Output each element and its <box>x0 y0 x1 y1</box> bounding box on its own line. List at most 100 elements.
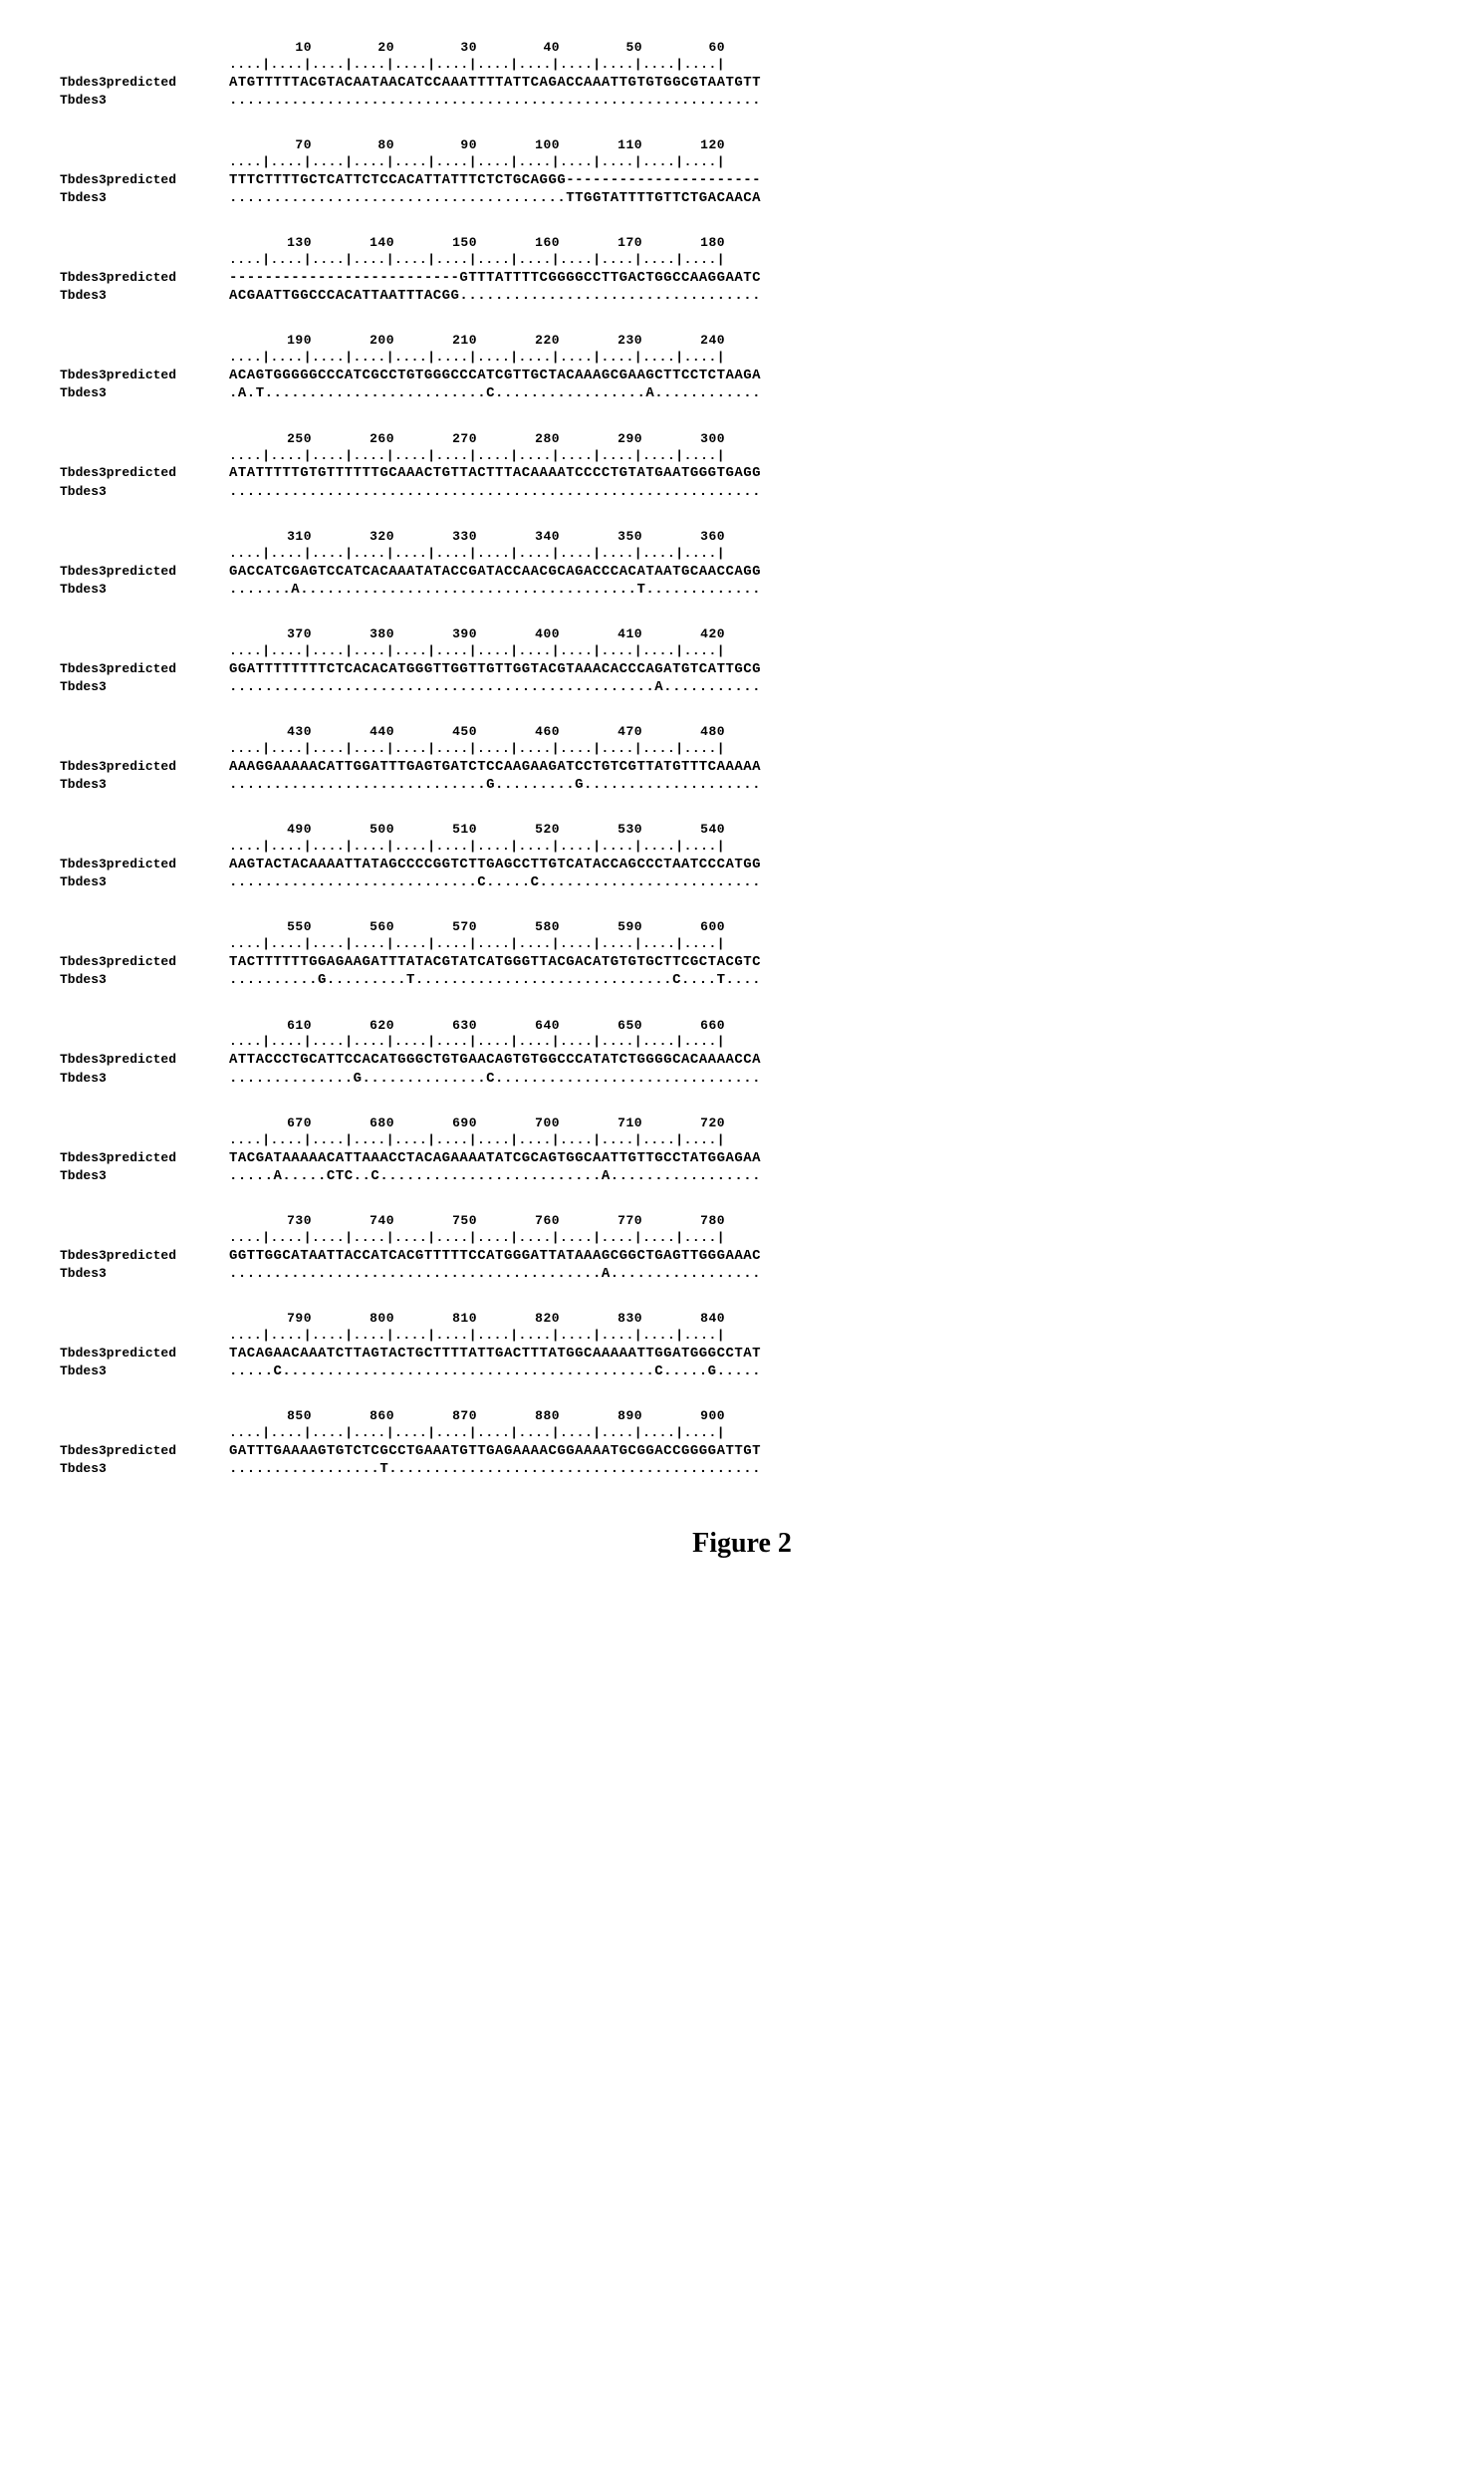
ruler-ticks: ....|....|....|....|....|....|....|....|… <box>229 57 1424 74</box>
sequence-label-predicted: Tbdes3predicted <box>60 1052 229 1069</box>
ruler-ticks-row: ....|....|....|....|....|....|....|....|… <box>60 546 1424 563</box>
sequence-label-predicted: Tbdes3predicted <box>60 1443 229 1460</box>
predicted-sequence: ATATTTTTGTGTTTTTTGCAAACTGTTACTTTACAAAATC… <box>229 464 1424 482</box>
ruler-numbers: 850 860 870 880 890 900 <box>229 1408 1424 1425</box>
ruler-ticks-row: ....|....|....|....|....|....|....|....|… <box>60 448 1424 465</box>
actual-sequence: ........................................… <box>229 92 1424 110</box>
ruler-numbers-row: 430 440 450 460 470 480 <box>60 724 1424 741</box>
predicted-sequence-row: Tbdes3predictedGGTTGGCATAATTACCATCACGTTT… <box>60 1247 1424 1265</box>
sequence-label-predicted: Tbdes3predicted <box>60 759 229 776</box>
sequence-label-actual: Tbdes3 <box>60 190 229 207</box>
sequence-label-predicted: Tbdes3predicted <box>60 954 229 971</box>
ruler-ticks-row: ....|....|....|....|....|....|....|....|… <box>60 741 1424 758</box>
ruler-numbers-row: 790 800 810 820 830 840 <box>60 1311 1424 1328</box>
actual-sequence-row: Tbdes3............................C.....… <box>60 873 1424 891</box>
sequence-label-predicted: Tbdes3predicted <box>60 368 229 384</box>
sequence-label-actual: Tbdes3 <box>60 1461 229 1478</box>
actual-sequence: .A.T.........................C..........… <box>229 384 1424 402</box>
predicted-sequence-row: Tbdes3predictedGACCATCGAGTCCATCACAAATATA… <box>60 563 1424 581</box>
actual-sequence: .....C..................................… <box>229 1362 1424 1380</box>
ruler-ticks: ....|....|....|....|....|....|....|....|… <box>229 741 1424 758</box>
actual-sequence-row: Tbdes3.....A.....CTC..C.................… <box>60 1167 1424 1185</box>
figure-caption: Figure 2 <box>60 1528 1424 1560</box>
predicted-sequence-row: Tbdes3predictedAAGTACTACAAAATTATAGCCCCGG… <box>60 856 1424 873</box>
ruler-ticks-row: ....|....|....|....|....|....|....|....|… <box>60 350 1424 367</box>
actual-sequence: .................T......................… <box>229 1460 1424 1478</box>
ruler-ticks: ....|....|....|....|....|....|....|....|… <box>229 1230 1424 1247</box>
sequence-label-predicted: Tbdes3predicted <box>60 1346 229 1362</box>
sequence-alignment-container: 10 20 30 40 50 60....|....|....|....|...… <box>60 40 1424 1478</box>
predicted-sequence: AAGTACTACAAAATTATAGCCCCGGTCTTGAGCCTTGTCA… <box>229 856 1424 873</box>
alignment-block: 190 200 210 220 230 240....|....|....|..… <box>60 333 1424 402</box>
ruler-ticks: ....|....|....|....|....|....|....|....|… <box>229 448 1424 465</box>
actual-sequence: ............................C.....C.....… <box>229 873 1424 891</box>
ruler-ticks-row: ....|....|....|....|....|....|....|....|… <box>60 1230 1424 1247</box>
predicted-sequence-row: Tbdes3predictedTACAGAACAAATCTTAGTACTGCTT… <box>60 1345 1424 1362</box>
sequence-label-actual: Tbdes3 <box>60 874 229 891</box>
ruler-ticks-row: ....|....|....|....|....|....|....|....|… <box>60 252 1424 269</box>
actual-sequence: .....A.....CTC..C.......................… <box>229 1167 1424 1185</box>
actual-sequence-row: Tbdes3..........G.........T.............… <box>60 971 1424 989</box>
ruler-numbers-row: 490 500 510 520 530 540 <box>60 822 1424 839</box>
alignment-block: 850 860 870 880 890 900....|....|....|..… <box>60 1408 1424 1478</box>
sequence-label-predicted: Tbdes3predicted <box>60 465 229 482</box>
actual-sequence-row: Tbdes3..............G..............C....… <box>60 1070 1424 1088</box>
alignment-block: 790 800 810 820 830 840....|....|....|..… <box>60 1311 1424 1380</box>
sequence-label-actual: Tbdes3 <box>60 1363 229 1380</box>
ruler-ticks-row: ....|....|....|....|....|....|....|....|… <box>60 643 1424 660</box>
sequence-label-actual: Tbdes3 <box>60 288 229 305</box>
predicted-sequence-row: Tbdes3predictedATATTTTTGTGTTTTTTGCAAACTG… <box>60 464 1424 482</box>
alignment-block: 670 680 690 700 710 720....|....|....|..… <box>60 1115 1424 1185</box>
ruler-ticks: ....|....|....|....|....|....|....|....|… <box>229 936 1424 953</box>
ruler-numbers: 250 260 270 280 290 300 <box>229 431 1424 448</box>
actual-sequence: ........................................… <box>229 1265 1424 1283</box>
predicted-sequence: GGTTGGCATAATTACCATCACGTTTTTCCATGGGATTATA… <box>229 1247 1424 1265</box>
predicted-sequence-row: Tbdes3predictedGGATTTTTTTTCTCACACATGGGTT… <box>60 660 1424 678</box>
actual-sequence: ........................................… <box>229 483 1424 501</box>
ruler-ticks: ....|....|....|....|....|....|....|....|… <box>229 350 1424 367</box>
actual-sequence-row: Tbdes3.......A..........................… <box>60 581 1424 599</box>
ruler-ticks-row: ....|....|....|....|....|....|....|....|… <box>60 1328 1424 1345</box>
ruler-numbers: 790 800 810 820 830 840 <box>229 1311 1424 1328</box>
sequence-label-predicted: Tbdes3predicted <box>60 1248 229 1265</box>
ruler-ticks: ....|....|....|....|....|....|....|....|… <box>229 1425 1424 1442</box>
predicted-sequence: TTTCTTTTGCTCATTCTCCACATTATTTCTCTGCAGGG--… <box>229 171 1424 189</box>
actual-sequence-row: Tbdes3.A.T.........................C....… <box>60 384 1424 402</box>
predicted-sequence: GATTTGAAAAGTGTCTCGCCTGAAATGTTGAGAAAACGGA… <box>229 1442 1424 1460</box>
actual-sequence-row: Tbdes3..................................… <box>60 678 1424 696</box>
ruler-numbers-row: 730 740 750 760 770 780 <box>60 1213 1424 1230</box>
ruler-numbers-row: 130 140 150 160 170 180 <box>60 235 1424 252</box>
predicted-sequence-row: Tbdes3predictedTACTTTTTTGGAGAAGATTTATACG… <box>60 953 1424 971</box>
sequence-label-predicted: Tbdes3predicted <box>60 661 229 678</box>
ruler-numbers-row: 70 80 90 100 110 120 <box>60 137 1424 154</box>
predicted-sequence-row: Tbdes3predicted-------------------------… <box>60 269 1424 287</box>
actual-sequence: ..........G.........T...................… <box>229 971 1424 989</box>
ruler-numbers-row: 670 680 690 700 710 720 <box>60 1115 1424 1132</box>
alignment-block: 430 440 450 460 470 480....|....|....|..… <box>60 724 1424 794</box>
ruler-ticks: ....|....|....|....|....|....|....|....|… <box>229 643 1424 660</box>
actual-sequence-row: Tbdes3..................................… <box>60 92 1424 110</box>
ruler-numbers: 370 380 390 400 410 420 <box>229 626 1424 643</box>
predicted-sequence: TACTTTTTTGGAGAAGATTTATACGTATCATGGGTTACGA… <box>229 953 1424 971</box>
ruler-ticks: ....|....|....|....|....|....|....|....|… <box>229 546 1424 563</box>
predicted-sequence: AAAGGAAAAACATTGGATTTGAGTGATCTCCAAGAAGATC… <box>229 758 1424 776</box>
sequence-label-actual: Tbdes3 <box>60 582 229 599</box>
ruler-numbers: 730 740 750 760 770 780 <box>229 1213 1424 1230</box>
predicted-sequence: TACAGAACAAATCTTAGTACTGCTTTTATTGACTTTATGG… <box>229 1345 1424 1362</box>
ruler-ticks: ....|....|....|....|....|....|....|....|… <box>229 154 1424 171</box>
actual-sequence-row: Tbdes3.....C............................… <box>60 1362 1424 1380</box>
alignment-block: 70 80 90 100 110 120....|....|....|....|… <box>60 137 1424 207</box>
ruler-numbers: 310 320 330 340 350 360 <box>229 529 1424 546</box>
ruler-ticks: ....|....|....|....|....|....|....|....|… <box>229 1328 1424 1345</box>
predicted-sequence: ACAGTGGGGGCCCATCGCCTGTGGGCCCATCGTTGCTACA… <box>229 367 1424 384</box>
predicted-sequence: ATGTTTTTACGTACAATAACATCCAAATTTTATTCAGACC… <box>229 74 1424 92</box>
ruler-numbers: 550 560 570 580 590 600 <box>229 919 1424 936</box>
predicted-sequence: TACGATAAAAACATTAAACCTACAGAAAATATCGCAGTGG… <box>229 1149 1424 1167</box>
actual-sequence-row: Tbdes3ACGAATTGGCCCACATTAATTTACGG........… <box>60 287 1424 305</box>
predicted-sequence-row: Tbdes3predictedGATTTGAAAAGTGTCTCGCCTGAAA… <box>60 1442 1424 1460</box>
ruler-numbers-row: 370 380 390 400 410 420 <box>60 626 1424 643</box>
alignment-block: 370 380 390 400 410 420....|....|....|..… <box>60 626 1424 696</box>
alignment-block: 130 140 150 160 170 180....|....|....|..… <box>60 235 1424 305</box>
predicted-sequence: --------------------------GTTTATTTTCGGGG… <box>229 269 1424 287</box>
sequence-label-predicted: Tbdes3predicted <box>60 564 229 581</box>
